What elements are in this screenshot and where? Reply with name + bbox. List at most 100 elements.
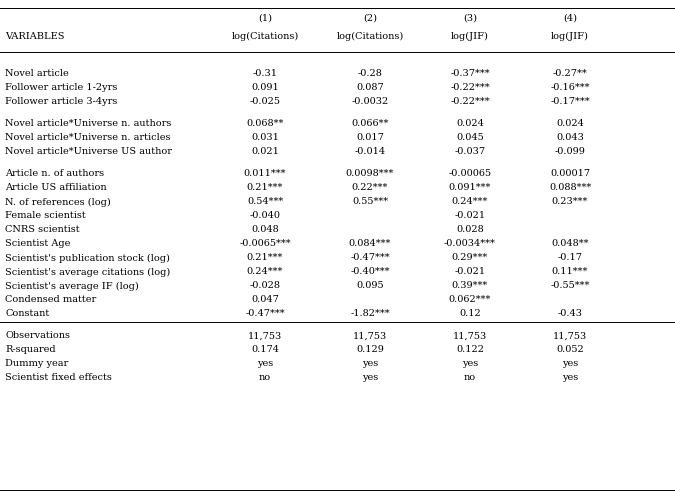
Text: Article n. of authors: Article n. of authors [5, 169, 104, 178]
Text: 0.122: 0.122 [456, 346, 484, 355]
Text: 0.031: 0.031 [251, 133, 279, 142]
Text: Female scientist: Female scientist [5, 211, 86, 221]
Text: 11,753: 11,753 [353, 331, 387, 341]
Text: 0.24***: 0.24*** [452, 197, 488, 206]
Text: Novel article*Universe n. articles: Novel article*Universe n. articles [5, 133, 171, 142]
Text: 0.091***: 0.091*** [449, 183, 491, 192]
Text: log(Citations): log(Citations) [336, 32, 404, 41]
Text: -0.028: -0.028 [250, 281, 281, 290]
Text: log(JIF): log(JIF) [451, 32, 489, 41]
Text: Scientist's average IF (log): Scientist's average IF (log) [5, 281, 139, 290]
Text: yes: yes [362, 360, 378, 369]
Text: (2): (2) [363, 14, 377, 23]
Text: 0.068**: 0.068** [246, 120, 284, 128]
Text: -0.43: -0.43 [558, 309, 583, 318]
Text: -0.27**: -0.27** [553, 69, 587, 78]
Text: 0.017: 0.017 [356, 133, 384, 142]
Text: -0.014: -0.014 [354, 147, 385, 156]
Text: 0.047: 0.047 [251, 295, 279, 304]
Text: 0.11***: 0.11*** [552, 267, 588, 276]
Text: R-squared: R-squared [5, 346, 55, 355]
Text: Observations: Observations [5, 331, 70, 341]
Text: yes: yes [257, 360, 273, 369]
Text: 0.29***: 0.29*** [452, 253, 488, 262]
Text: -0.22***: -0.22*** [450, 98, 490, 107]
Text: 11,753: 11,753 [453, 331, 487, 341]
Text: 0.39***: 0.39*** [452, 281, 488, 290]
Text: Constant: Constant [5, 309, 49, 318]
Text: -1.82***: -1.82*** [350, 309, 390, 318]
Text: -0.00065: -0.00065 [448, 169, 491, 178]
Text: 0.21***: 0.21*** [247, 253, 284, 262]
Text: -0.16***: -0.16*** [550, 83, 590, 93]
Text: -0.28: -0.28 [358, 69, 383, 78]
Text: -0.021: -0.021 [454, 267, 485, 276]
Text: Novel article*Universe US author: Novel article*Universe US author [5, 147, 172, 156]
Text: 0.024: 0.024 [556, 120, 584, 128]
Text: -0.37***: -0.37*** [450, 69, 490, 78]
Text: -0.31: -0.31 [252, 69, 277, 78]
Text: Condensed matter: Condensed matter [5, 295, 97, 304]
Text: 0.24***: 0.24*** [247, 267, 284, 276]
Text: -0.17***: -0.17*** [550, 98, 590, 107]
Text: Follower article 1-2yrs: Follower article 1-2yrs [5, 83, 117, 93]
Text: Scientist Age: Scientist Age [5, 240, 70, 249]
Text: CNRS scientist: CNRS scientist [5, 226, 80, 235]
Text: 0.011***: 0.011*** [244, 169, 286, 178]
Text: -0.55***: -0.55*** [550, 281, 590, 290]
Text: yes: yes [562, 360, 578, 369]
Text: Novel article: Novel article [5, 69, 69, 78]
Text: 0.129: 0.129 [356, 346, 384, 355]
Text: 0.062***: 0.062*** [449, 295, 491, 304]
Text: 0.066**: 0.066** [351, 120, 389, 128]
Text: -0.021: -0.021 [454, 211, 485, 221]
Text: (4): (4) [563, 14, 577, 23]
Text: Article US affiliation: Article US affiliation [5, 183, 107, 192]
Text: 0.091: 0.091 [251, 83, 279, 93]
Text: 0.024: 0.024 [456, 120, 484, 128]
Text: 0.00017: 0.00017 [550, 169, 590, 178]
Text: -0.099: -0.099 [555, 147, 585, 156]
Text: yes: yes [462, 360, 478, 369]
Text: 0.095: 0.095 [356, 281, 384, 290]
Text: 0.052: 0.052 [556, 346, 584, 355]
Text: 0.028: 0.028 [456, 226, 484, 235]
Text: 0.088***: 0.088*** [549, 183, 591, 192]
Text: 11,753: 11,753 [553, 331, 587, 341]
Text: 0.54***: 0.54*** [247, 197, 283, 206]
Text: 0.55***: 0.55*** [352, 197, 388, 206]
Text: 0.048**: 0.048** [551, 240, 589, 249]
Text: no: no [464, 374, 476, 382]
Text: -0.025: -0.025 [250, 98, 281, 107]
Text: Follower article 3-4yrs: Follower article 3-4yrs [5, 98, 117, 107]
Text: no: no [259, 374, 271, 382]
Text: -0.17: -0.17 [558, 253, 583, 262]
Text: -0.0032: -0.0032 [352, 98, 389, 107]
Text: 0.043: 0.043 [556, 133, 584, 142]
Text: Scientist's publication stock (log): Scientist's publication stock (log) [5, 253, 170, 262]
Text: (3): (3) [463, 14, 477, 23]
Text: Scientist fixed effects: Scientist fixed effects [5, 374, 112, 382]
Text: 0.23***: 0.23*** [552, 197, 588, 206]
Text: 0.048: 0.048 [251, 226, 279, 235]
Text: 0.21***: 0.21*** [247, 183, 284, 192]
Text: -0.47***: -0.47*** [245, 309, 285, 318]
Text: Dummy year: Dummy year [5, 360, 68, 369]
Text: -0.0065***: -0.0065*** [239, 240, 291, 249]
Text: 0.22***: 0.22*** [352, 183, 388, 192]
Text: Novel article*Universe n. authors: Novel article*Universe n. authors [5, 120, 171, 128]
Text: log(JIF): log(JIF) [551, 32, 589, 41]
Text: 0.045: 0.045 [456, 133, 484, 142]
Text: 0.174: 0.174 [251, 346, 279, 355]
Text: (1): (1) [258, 14, 272, 23]
Text: -0.037: -0.037 [454, 147, 485, 156]
Text: N. of references (log): N. of references (log) [5, 197, 111, 207]
Text: -0.22***: -0.22*** [450, 83, 490, 93]
Text: yes: yes [362, 374, 378, 382]
Text: -0.040: -0.040 [250, 211, 281, 221]
Text: -0.40***: -0.40*** [350, 267, 389, 276]
Text: -0.0034***: -0.0034*** [444, 240, 496, 249]
Text: 0.087: 0.087 [356, 83, 384, 93]
Text: 0.021: 0.021 [251, 147, 279, 156]
Text: 11,753: 11,753 [248, 331, 282, 341]
